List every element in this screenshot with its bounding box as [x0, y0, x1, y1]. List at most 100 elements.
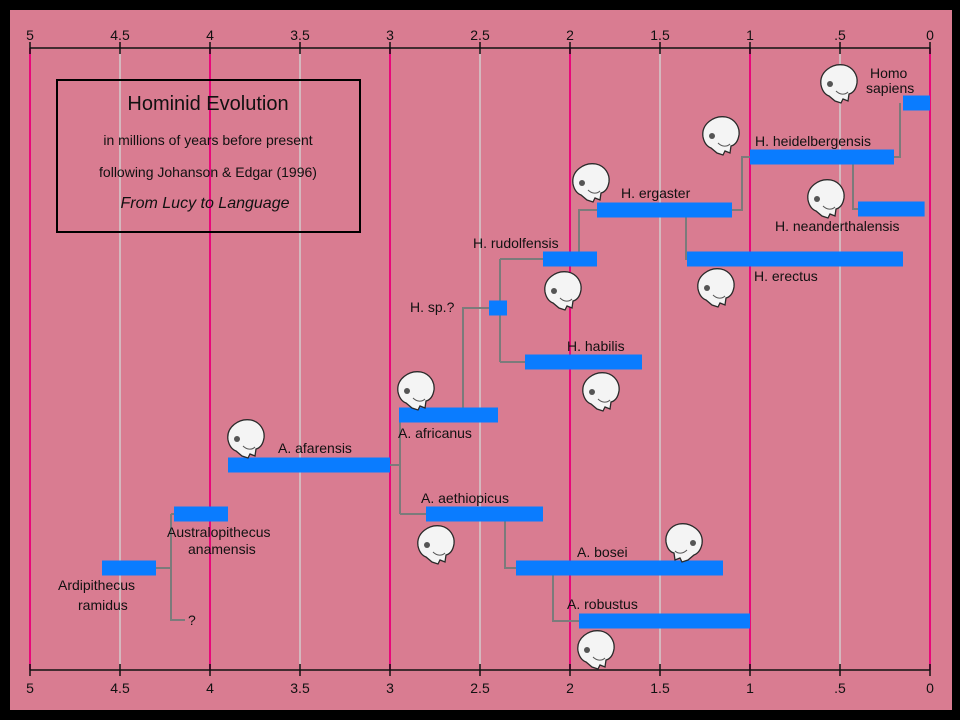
- label-ramidus: Ardipithecus: [58, 577, 135, 593]
- bar-ramidus: [102, 560, 156, 576]
- bar-aethiopicus: [426, 506, 543, 522]
- tick-label: 0: [926, 27, 934, 43]
- skull-icon: [665, 523, 703, 563]
- tick-label: 4.5: [110, 680, 130, 696]
- tick-label: 3: [386, 27, 394, 43]
- skull-jaw: [822, 205, 836, 210]
- skull-eye: [404, 388, 410, 394]
- skull-outline: [807, 179, 845, 219]
- bar-hsp: [489, 300, 507, 316]
- skull-eye: [827, 81, 833, 87]
- label-sapiens: sapiens: [866, 80, 914, 96]
- skull-eye: [589, 389, 595, 395]
- skull-outline: [544, 271, 582, 311]
- skull-jaw: [597, 398, 611, 403]
- branch-line: [552, 568, 579, 622]
- bar-robustus: [579, 613, 750, 629]
- chart-subtitle-1: in millions of years before present: [103, 132, 312, 148]
- tick-label: 4.5: [110, 27, 130, 43]
- tick-label: 5: [26, 27, 34, 43]
- chart-subtitle-2: following Johanson & Edgar (1996): [99, 164, 317, 180]
- bar-africanus: [399, 407, 498, 423]
- skull-icon: [820, 64, 858, 104]
- skull-outline: [577, 630, 615, 670]
- skull-eye: [690, 540, 696, 546]
- skull-icon: [397, 371, 435, 411]
- skull-eye: [814, 196, 820, 202]
- label-erectus: H. erectus: [754, 268, 818, 284]
- title-box: Hominid Evolution in millions of years b…: [56, 79, 361, 233]
- branch-line: [894, 103, 901, 158]
- skull-eye: [709, 133, 715, 139]
- label-anamensis: anamensis: [188, 541, 256, 557]
- skull-icon: [702, 116, 740, 156]
- bar-habilis: [525, 354, 642, 370]
- tick-label: 1: [746, 680, 754, 696]
- skull-outline: [702, 116, 740, 156]
- branch-line: [462, 307, 489, 415]
- label-anamensis: Australopithecus: [167, 524, 271, 540]
- skull-jaw: [242, 445, 256, 450]
- tick-label: 3.5: [290, 680, 310, 696]
- skull-eye: [234, 436, 240, 442]
- skull-eye: [424, 542, 430, 548]
- branch-line: [504, 514, 516, 569]
- branch-line: [170, 514, 185, 621]
- skull-icon: [577, 630, 615, 670]
- skull-jaw: [835, 90, 849, 95]
- skull-jaw: [717, 142, 731, 147]
- branch-lines: [156, 103, 901, 622]
- skull-outline: [697, 268, 735, 308]
- label-aethiopicus: A. aethiopicus: [421, 490, 509, 506]
- bar-bosei: [516, 560, 723, 576]
- skull-jaw: [587, 189, 601, 194]
- tick-label: 2: [566, 27, 574, 43]
- label-africanus: A. africanus: [398, 425, 472, 441]
- bar-afarensis: [228, 457, 390, 473]
- label-afarensis: A. afarensis: [278, 440, 352, 456]
- skull-outline: [397, 371, 435, 411]
- skull-eye: [704, 285, 710, 291]
- bar-erectus: [687, 251, 903, 267]
- tick-label: 2.5: [470, 27, 490, 43]
- bar-ergaster: [597, 202, 732, 218]
- skull-icons: [227, 64, 858, 670]
- tick-label: 4: [206, 27, 214, 43]
- skull-icon: [227, 419, 265, 459]
- bar-neanderthalensis: [858, 201, 925, 217]
- skull-outline: [227, 419, 265, 459]
- tick-label: 1.5: [650, 680, 670, 696]
- branch-line: [685, 210, 687, 260]
- skull-jaw: [432, 551, 446, 556]
- species-bars: [102, 95, 930, 629]
- skull-icon: [807, 179, 845, 219]
- skull-eye: [584, 647, 590, 653]
- tick-label: 2.5: [470, 680, 490, 696]
- x-axis: 5 4.5 4 3.5 3 2.5 2 1.5 1.5 05 4.5 4 3.5 3 2.5 2 1.5 1.5 0: [26, 27, 934, 696]
- label-sapiens: Homo: [870, 65, 908, 81]
- label-rudolfensis: H. rudolfensis: [473, 235, 559, 251]
- species-labels: ? Ardipithecus ramidus Australopithecusanam…: [58, 65, 914, 628]
- tick-label: 4: [206, 680, 214, 696]
- bar-anamensis: [174, 506, 228, 522]
- skull-jaw: [712, 294, 726, 299]
- label-heidelbergensis: H. heidelbergensis: [755, 133, 871, 149]
- skull-icon: [544, 271, 582, 311]
- skull-outline: [820, 64, 858, 104]
- skull-icon: [582, 372, 620, 412]
- chart-background: [10, 10, 952, 710]
- tick-label: 2: [566, 680, 574, 696]
- label-ramidus: ramidus: [78, 597, 128, 613]
- bar-rudolfensis: [543, 251, 597, 267]
- tick-label: 1.5: [650, 27, 670, 43]
- skull-icon: [572, 163, 610, 203]
- skull-jaw: [592, 656, 606, 661]
- skull-eye: [579, 180, 585, 186]
- skull-jaw: [674, 549, 688, 554]
- skull-icon: [417, 525, 455, 565]
- tick-label: .5: [834, 680, 846, 696]
- label-hsp: H. sp.?: [410, 299, 455, 315]
- chart-title: Hominid Evolution: [127, 93, 288, 115]
- skull-eye: [551, 288, 557, 294]
